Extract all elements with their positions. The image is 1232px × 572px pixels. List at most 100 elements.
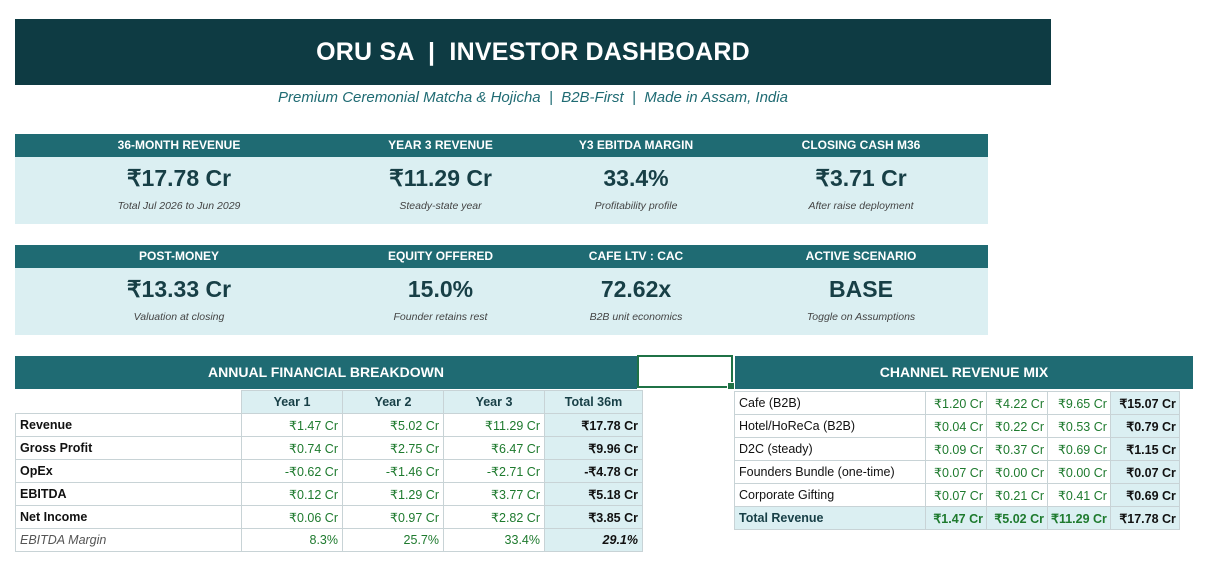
- cell[interactable]: ₹4.22 Cr: [986, 391, 1048, 415]
- kpi-label: YEAR 3 REVENUE: [388, 138, 493, 152]
- cell[interactable]: ₹6.47 Cr: [443, 436, 545, 460]
- cell[interactable]: ₹1.47 Cr: [241, 413, 343, 437]
- table-row: Corporate Gifting ₹0.07 Cr ₹0.21 Cr ₹0.4…: [734, 483, 1180, 507]
- row-label[interactable]: Hotel/HoReCa (B2B): [734, 414, 926, 438]
- kpi-row-2: POST-MONEY ₹13.33 Cr Valuation at closin…: [15, 245, 988, 335]
- row-label[interactable]: Cafe (B2B): [734, 391, 926, 415]
- cell[interactable]: ₹1.20 Cr: [925, 391, 987, 415]
- selected-cell[interactable]: [637, 355, 735, 390]
- table-row: D2C (steady) ₹0.09 Cr ₹0.37 Cr ₹0.69 Cr …: [734, 437, 1180, 461]
- total-cell[interactable]: ₹17.78 Cr: [544, 413, 643, 437]
- kpi-year3-revenue: YEAR 3 REVENUE ₹11.29 Cr Steady-state ye…: [343, 134, 538, 224]
- cell[interactable]: -₹0.62 Cr: [241, 459, 343, 483]
- cell[interactable]: ₹11.29 Cr: [443, 413, 545, 437]
- cell[interactable]: ₹0.53 Cr: [1047, 414, 1111, 438]
- cell[interactable]: ₹0.07 Cr: [925, 483, 987, 507]
- cell[interactable]: ₹0.00 Cr: [1047, 460, 1111, 484]
- cell[interactable]: ₹0.21 Cr: [986, 483, 1048, 507]
- total-cell[interactable]: ₹3.85 Cr: [544, 505, 643, 529]
- cell[interactable]: ₹0.06 Cr: [241, 505, 343, 529]
- dashboard-subtitle: Premium Ceremonial Matcha & Hojicha | B2…: [278, 89, 788, 106]
- column-header[interactable]: Year 3: [443, 390, 545, 414]
- table-row: Cafe (B2B) ₹1.20 Cr ₹4.22 Cr ₹9.65 Cr ₹1…: [734, 391, 1180, 415]
- cell[interactable]: -₹1.46 Cr: [342, 459, 444, 483]
- kpi-value: 33.4%: [603, 165, 669, 191]
- cell[interactable]: ₹5.02 Cr: [986, 506, 1048, 530]
- kpi-note: Total Jul 2026 to Jun 2029: [117, 200, 241, 212]
- kpi-closing-cash: CLOSING CASH M36 ₹3.71 Cr After raise de…: [734, 134, 988, 224]
- total-cell[interactable]: ₹9.96 Cr: [544, 436, 643, 460]
- total-cell[interactable]: 29.1%: [544, 528, 643, 552]
- cell[interactable]: ₹0.12 Cr: [241, 482, 343, 506]
- kpi-value: 15.0%: [407, 276, 474, 302]
- kpi-note: Steady-state year: [399, 200, 482, 212]
- kpi-active-scenario: ACTIVE SCENARIO BASE Toggle on Assumptio…: [734, 245, 988, 335]
- cell[interactable]: ₹11.29 Cr: [1047, 506, 1111, 530]
- table-row: Net Income ₹0.06 Cr ₹0.97 Cr ₹2.82 Cr ₹3…: [15, 505, 643, 529]
- channel-mix-table: Cafe (B2B) ₹1.20 Cr ₹4.22 Cr ₹9.65 Cr ₹1…: [734, 391, 1180, 530]
- kpi-label: EQUITY OFFERED: [387, 249, 494, 263]
- cell[interactable]: ₹0.69 Cr: [1047, 437, 1111, 461]
- cell[interactable]: 8.3%: [241, 528, 343, 552]
- total-row: Total Revenue ₹1.47 Cr ₹5.02 Cr ₹11.29 C…: [734, 506, 1180, 530]
- kpi-label: ACTIVE SCENARIO: [805, 249, 917, 263]
- kpi-y3-ebitda-margin: Y3 EBITDA MARGIN 33.4% Profitability pro…: [538, 134, 734, 224]
- cell[interactable]: ₹0.74 Cr: [241, 436, 343, 460]
- cell[interactable]: ₹0.00 Cr: [986, 460, 1048, 484]
- row-label[interactable]: Net Income: [15, 505, 242, 529]
- row-label[interactable]: Revenue: [15, 413, 242, 437]
- table-row: Founders Bundle (one-time) ₹0.07 Cr ₹0.0…: [734, 460, 1180, 484]
- row-label[interactable]: Corporate Gifting: [734, 483, 926, 507]
- kpi-value: ₹17.78 Cr: [126, 165, 232, 191]
- financial-breakdown-table: Year 1 Year 2 Year 3 Total 36m Revenue ₹…: [15, 390, 643, 552]
- row-label[interactable]: EBITDA: [15, 482, 242, 506]
- total-cell[interactable]: ₹0.69 Cr: [1109, 483, 1180, 507]
- kpi-label: CAFE LTV : CAC: [588, 249, 684, 263]
- row-label[interactable]: EBITDA Margin: [15, 528, 242, 552]
- cell[interactable]: ₹5.02 Cr: [342, 413, 444, 437]
- cell[interactable]: 33.4%: [443, 528, 545, 552]
- total-cell[interactable]: ₹0.79 Cr: [1109, 414, 1180, 438]
- total-cell[interactable]: ₹15.07 Cr: [1109, 391, 1180, 415]
- row-label[interactable]: Total Revenue: [734, 506, 926, 530]
- kpi-note: After raise deployment: [808, 200, 914, 212]
- total-cell[interactable]: -₹4.78 Cr: [544, 459, 643, 483]
- cell[interactable]: ₹0.07 Cr: [925, 460, 987, 484]
- row-label[interactable]: D2C (steady): [734, 437, 926, 461]
- kpi-value: ₹11.29 Cr: [389, 165, 492, 191]
- cell[interactable]: ₹2.82 Cr: [443, 505, 545, 529]
- total-cell[interactable]: ₹0.07 Cr: [1109, 460, 1180, 484]
- channel-mix-header: CHANNEL REVENUE MIX: [735, 356, 1193, 389]
- cell[interactable]: ₹9.65 Cr: [1047, 391, 1111, 415]
- cell[interactable]: ₹0.41 Cr: [1047, 483, 1111, 507]
- total-cell[interactable]: ₹17.78 Cr: [1109, 506, 1180, 530]
- total-cell[interactable]: ₹5.18 Cr: [544, 482, 643, 506]
- cell[interactable]: ₹0.04 Cr: [925, 414, 987, 438]
- cell[interactable]: ₹0.97 Cr: [342, 505, 444, 529]
- header-blank: [15, 390, 242, 414]
- row-label[interactable]: OpEx: [15, 459, 242, 483]
- row-label[interactable]: Gross Profit: [15, 436, 242, 460]
- cell[interactable]: ₹3.77 Cr: [443, 482, 545, 506]
- table-row: Revenue ₹1.47 Cr ₹5.02 Cr ₹11.29 Cr ₹17.…: [15, 413, 643, 437]
- cell[interactable]: 25.7%: [342, 528, 444, 552]
- cell[interactable]: ₹1.29 Cr: [342, 482, 444, 506]
- cell[interactable]: ₹0.09 Cr: [925, 437, 987, 461]
- cell[interactable]: ₹2.75 Cr: [342, 436, 444, 460]
- table-row: EBITDA ₹0.12 Cr ₹1.29 Cr ₹3.77 Cr ₹5.18 …: [15, 482, 643, 506]
- kpi-label: CLOSING CASH M36: [801, 138, 921, 152]
- kpi-post-money: POST-MONEY ₹13.33 Cr Valuation at closin…: [15, 245, 343, 335]
- table-row: EBITDA Margin 8.3% 25.7% 33.4% 29.1%: [15, 528, 643, 552]
- column-header[interactable]: Year 2: [342, 390, 444, 414]
- column-header[interactable]: Year 1: [241, 390, 343, 414]
- cell[interactable]: -₹2.71 Cr: [443, 459, 545, 483]
- column-header[interactable]: Total 36m: [544, 390, 643, 414]
- total-cell[interactable]: ₹1.15 Cr: [1109, 437, 1180, 461]
- kpi-value: 72.62x: [600, 276, 672, 302]
- kpi-label: 36-MONTH REVENUE: [117, 138, 241, 152]
- fill-handle[interactable]: [727, 382, 735, 390]
- cell[interactable]: ₹0.37 Cr: [986, 437, 1048, 461]
- cell[interactable]: ₹0.22 Cr: [986, 414, 1048, 438]
- row-label[interactable]: Founders Bundle (one-time): [734, 460, 926, 484]
- cell[interactable]: ₹1.47 Cr: [925, 506, 987, 530]
